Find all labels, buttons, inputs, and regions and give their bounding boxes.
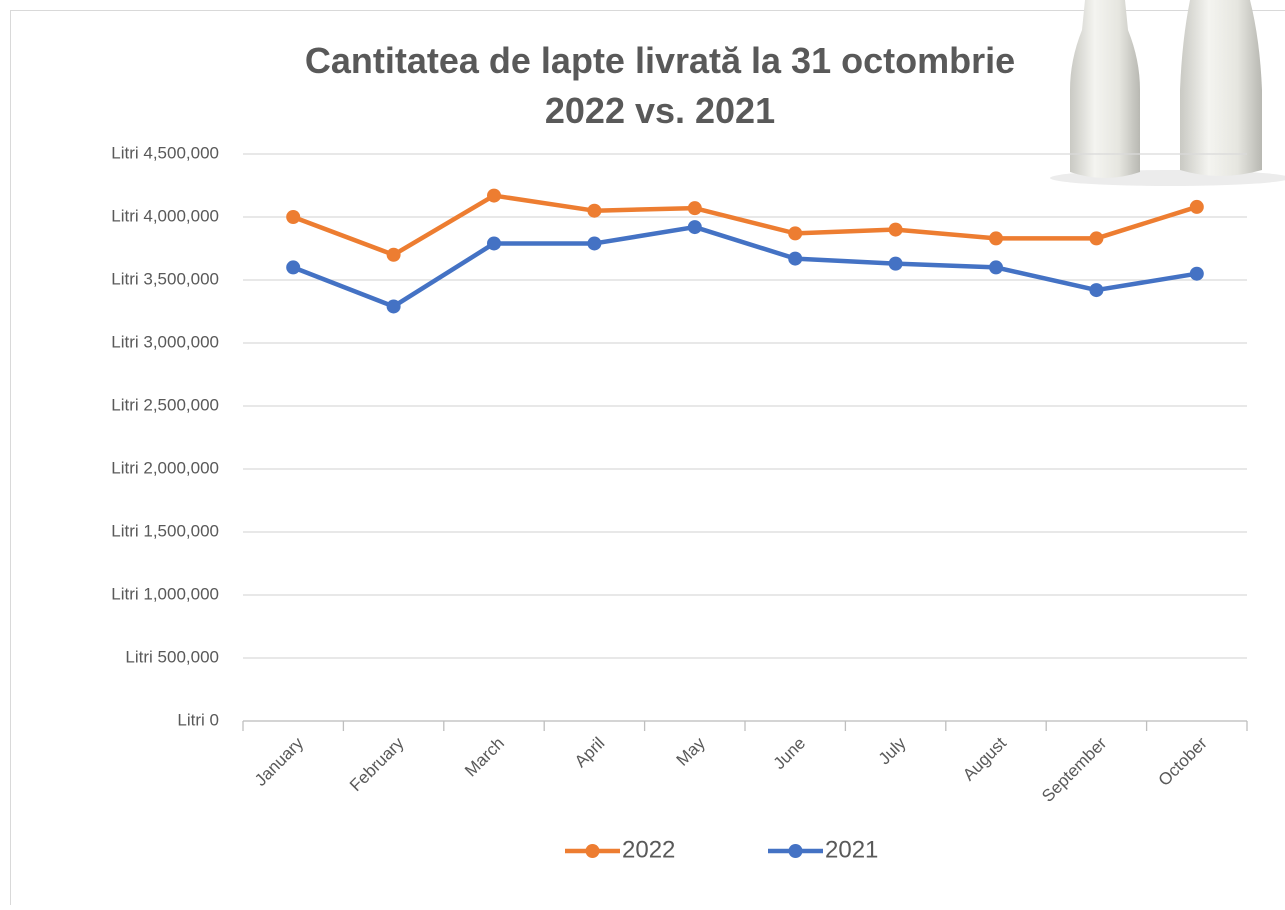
y-tick-label: Litri 0 — [177, 710, 219, 729]
data-point — [286, 210, 300, 224]
legend-marker — [789, 844, 803, 858]
data-point — [286, 260, 300, 274]
data-point — [1089, 231, 1103, 245]
x-tick-label: January — [251, 733, 308, 790]
data-point — [387, 299, 401, 313]
y-tick-label: Litri 4,500,000 — [111, 143, 219, 162]
data-point — [889, 257, 903, 271]
chart-title: Cantitatea de lapte livrată la 31 octomb… — [305, 40, 1015, 81]
data-point — [989, 260, 1003, 274]
y-tick-label: Litri 3,500,000 — [111, 269, 219, 288]
y-tick-label: Litri 4,000,000 — [111, 206, 219, 225]
y-tick-label: Litri 500,000 — [125, 647, 219, 666]
y-tick-label: Litri 1,000,000 — [111, 584, 219, 603]
data-point — [487, 189, 501, 203]
legend-label: 2021 — [825, 836, 878, 863]
legend-label: 2022 — [622, 836, 675, 863]
data-point — [1190, 200, 1204, 214]
data-point — [788, 226, 802, 240]
x-tick-label: October — [1155, 733, 1211, 789]
series-line — [293, 196, 1197, 255]
data-point — [587, 236, 601, 250]
x-tick-label: February — [346, 733, 408, 795]
y-tick-label: Litri 3,000,000 — [111, 332, 219, 351]
data-point — [889, 223, 903, 237]
x-tick-label: August — [959, 733, 1010, 784]
data-point — [1089, 283, 1103, 297]
data-point — [688, 201, 702, 215]
data-point — [989, 231, 1003, 245]
y-tick-label: Litri 2,000,000 — [111, 458, 219, 477]
x-tick-label: May — [673, 733, 709, 769]
x-tick-label: July — [875, 733, 910, 768]
data-point — [587, 204, 601, 218]
data-point — [788, 252, 802, 266]
x-tick-label: April — [571, 734, 608, 771]
y-tick-label: Litri 2,500,000 — [111, 395, 219, 414]
data-point — [487, 236, 501, 250]
bottles — [1050, 0, 1285, 186]
y-tick-label: Litri 1,500,000 — [111, 521, 219, 540]
data-point — [1190, 267, 1204, 281]
x-tick-label: June — [770, 734, 810, 774]
data-point — [688, 220, 702, 234]
x-tick-label: September — [1038, 733, 1110, 805]
x-tick-label: March — [461, 734, 508, 781]
legend-marker — [586, 844, 600, 858]
chart-title: 2022 vs. 2021 — [545, 90, 775, 131]
data-point — [387, 248, 401, 262]
